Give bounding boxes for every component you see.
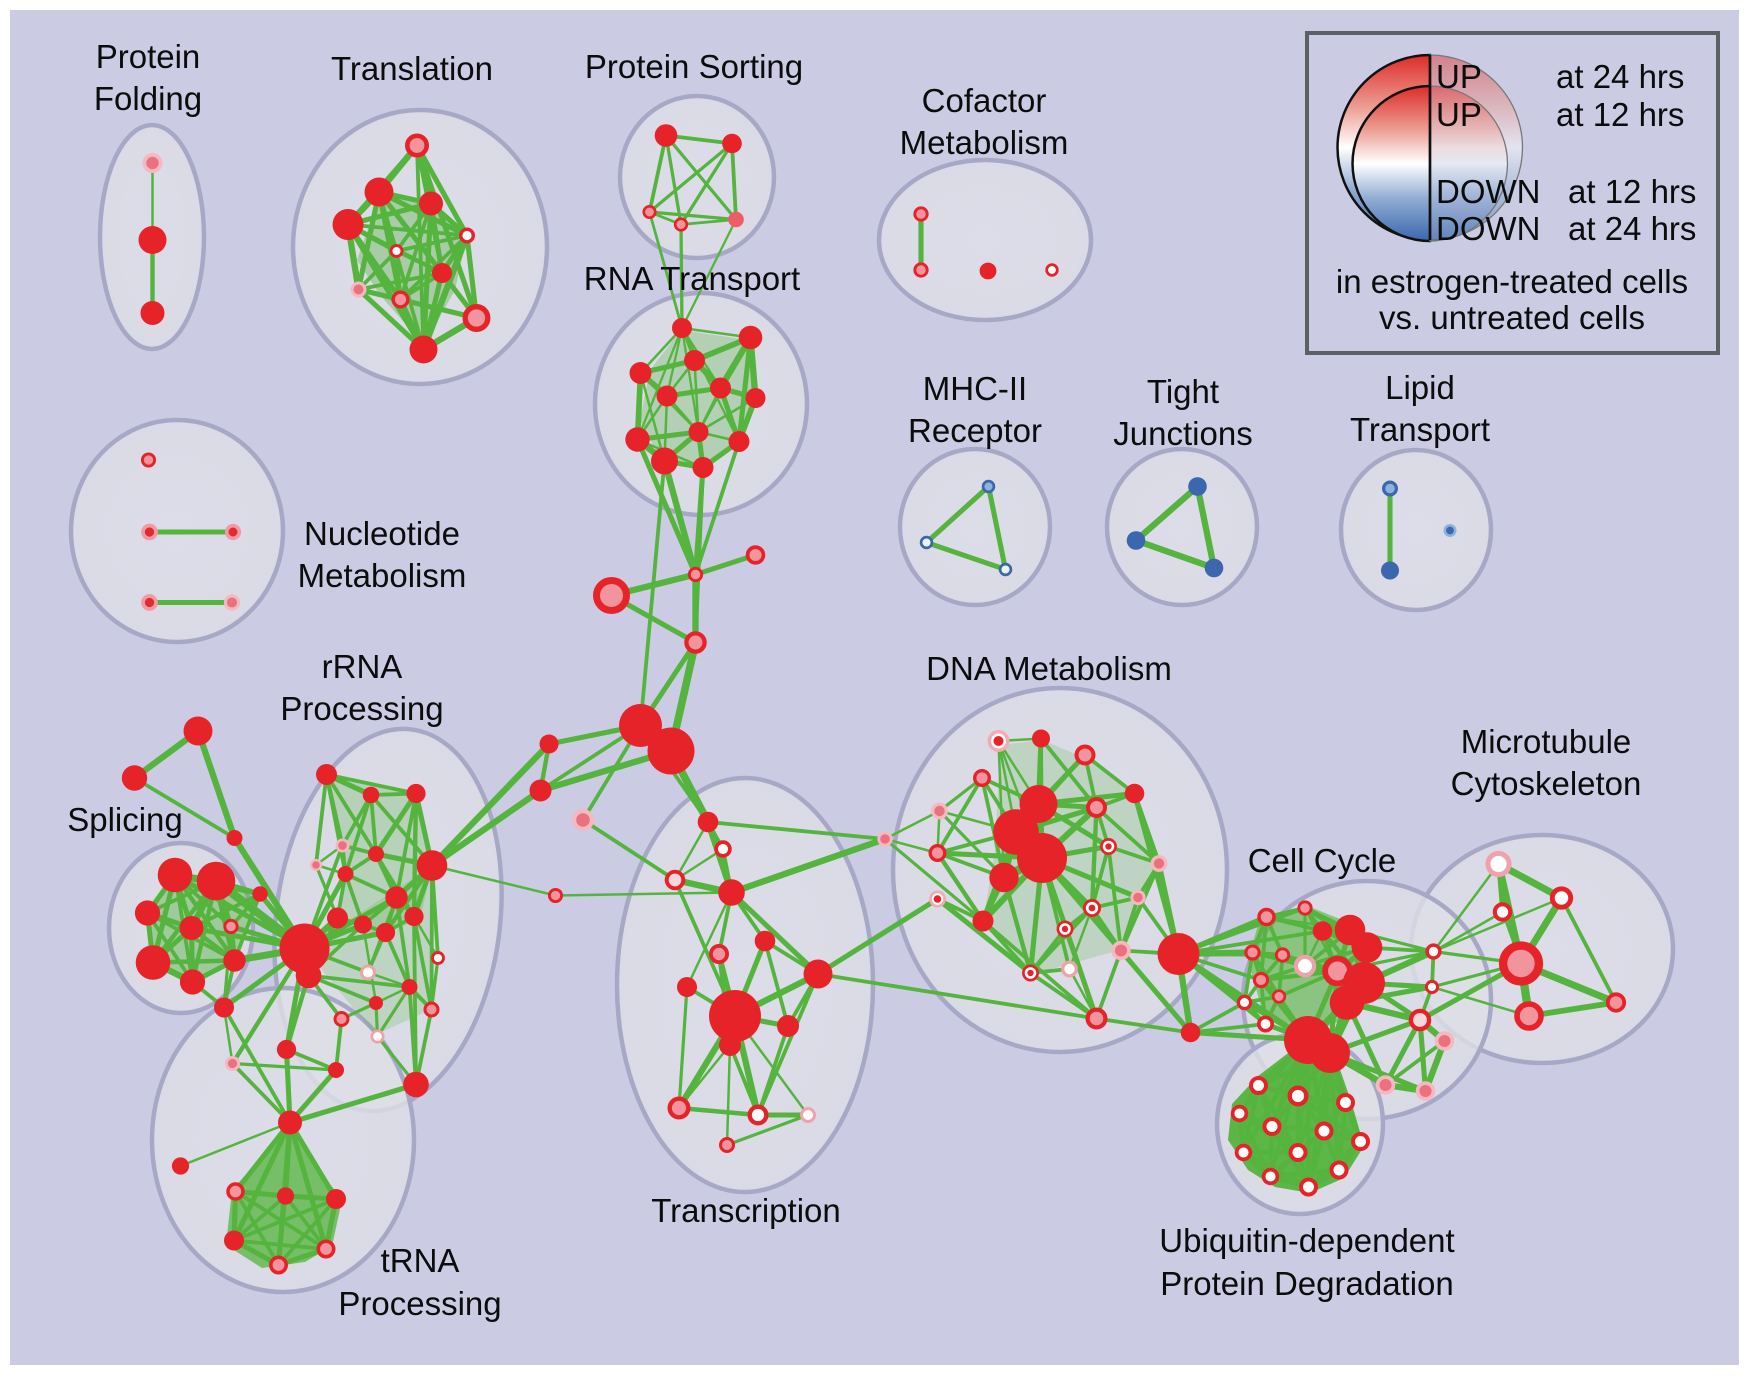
svg-text:Transport: Transport	[1350, 411, 1490, 448]
svg-text:MHC-II: MHC-II	[923, 370, 1027, 407]
svg-text:Protein Sorting: Protein Sorting	[585, 48, 803, 85]
svg-text:RNA Transport: RNA Transport	[584, 260, 800, 297]
svg-text:Metabolism: Metabolism	[900, 124, 1069, 161]
svg-text:UP: UP	[1436, 58, 1482, 95]
svg-text:Transcription: Transcription	[651, 1192, 841, 1229]
svg-text:Cofactor: Cofactor	[922, 82, 1047, 119]
svg-text:at 24 hrs: at 24 hrs	[1556, 58, 1684, 95]
svg-text:Cell Cycle: Cell Cycle	[1248, 842, 1397, 879]
svg-text:at 12 hrs: at 12 hrs	[1568, 173, 1696, 210]
svg-text:Cytoskeleton: Cytoskeleton	[1451, 765, 1642, 802]
svg-text:Ubiquitin-dependent: Ubiquitin-dependent	[1159, 1222, 1454, 1259]
svg-text:Splicing: Splicing	[67, 801, 183, 838]
svg-text:Junctions: Junctions	[1113, 415, 1252, 452]
svg-text:Protein Degradation: Protein Degradation	[1160, 1265, 1454, 1302]
svg-text:Folding: Folding	[94, 80, 202, 117]
svg-text:DOWN: DOWN	[1436, 173, 1540, 210]
svg-text:Protein: Protein	[96, 38, 201, 75]
svg-text:DNA Metabolism: DNA Metabolism	[926, 650, 1172, 687]
svg-text:Metabolism: Metabolism	[298, 557, 467, 594]
svg-text:tRNA: tRNA	[381, 1242, 460, 1279]
svg-text:in estrogen-treated cells: in estrogen-treated cells	[1336, 263, 1688, 300]
svg-text:DOWN: DOWN	[1436, 210, 1540, 247]
svg-text:Processing: Processing	[280, 690, 443, 727]
svg-text:UP: UP	[1436, 96, 1482, 133]
svg-text:Microtubule: Microtubule	[1461, 723, 1632, 760]
svg-text:Nucleotide: Nucleotide	[304, 515, 460, 552]
svg-text:Tight: Tight	[1147, 373, 1219, 410]
svg-text:at 12 hrs: at 12 hrs	[1556, 96, 1684, 133]
svg-text:Receptor: Receptor	[908, 412, 1042, 449]
svg-text:rRNA: rRNA	[322, 648, 403, 685]
svg-text:at 24 hrs: at 24 hrs	[1568, 210, 1696, 247]
svg-text:vs. untreated cells: vs. untreated cells	[1379, 299, 1645, 336]
svg-text:Processing: Processing	[338, 1285, 501, 1322]
svg-text:Lipid: Lipid	[1385, 369, 1455, 406]
svg-text:Translation: Translation	[331, 50, 493, 87]
